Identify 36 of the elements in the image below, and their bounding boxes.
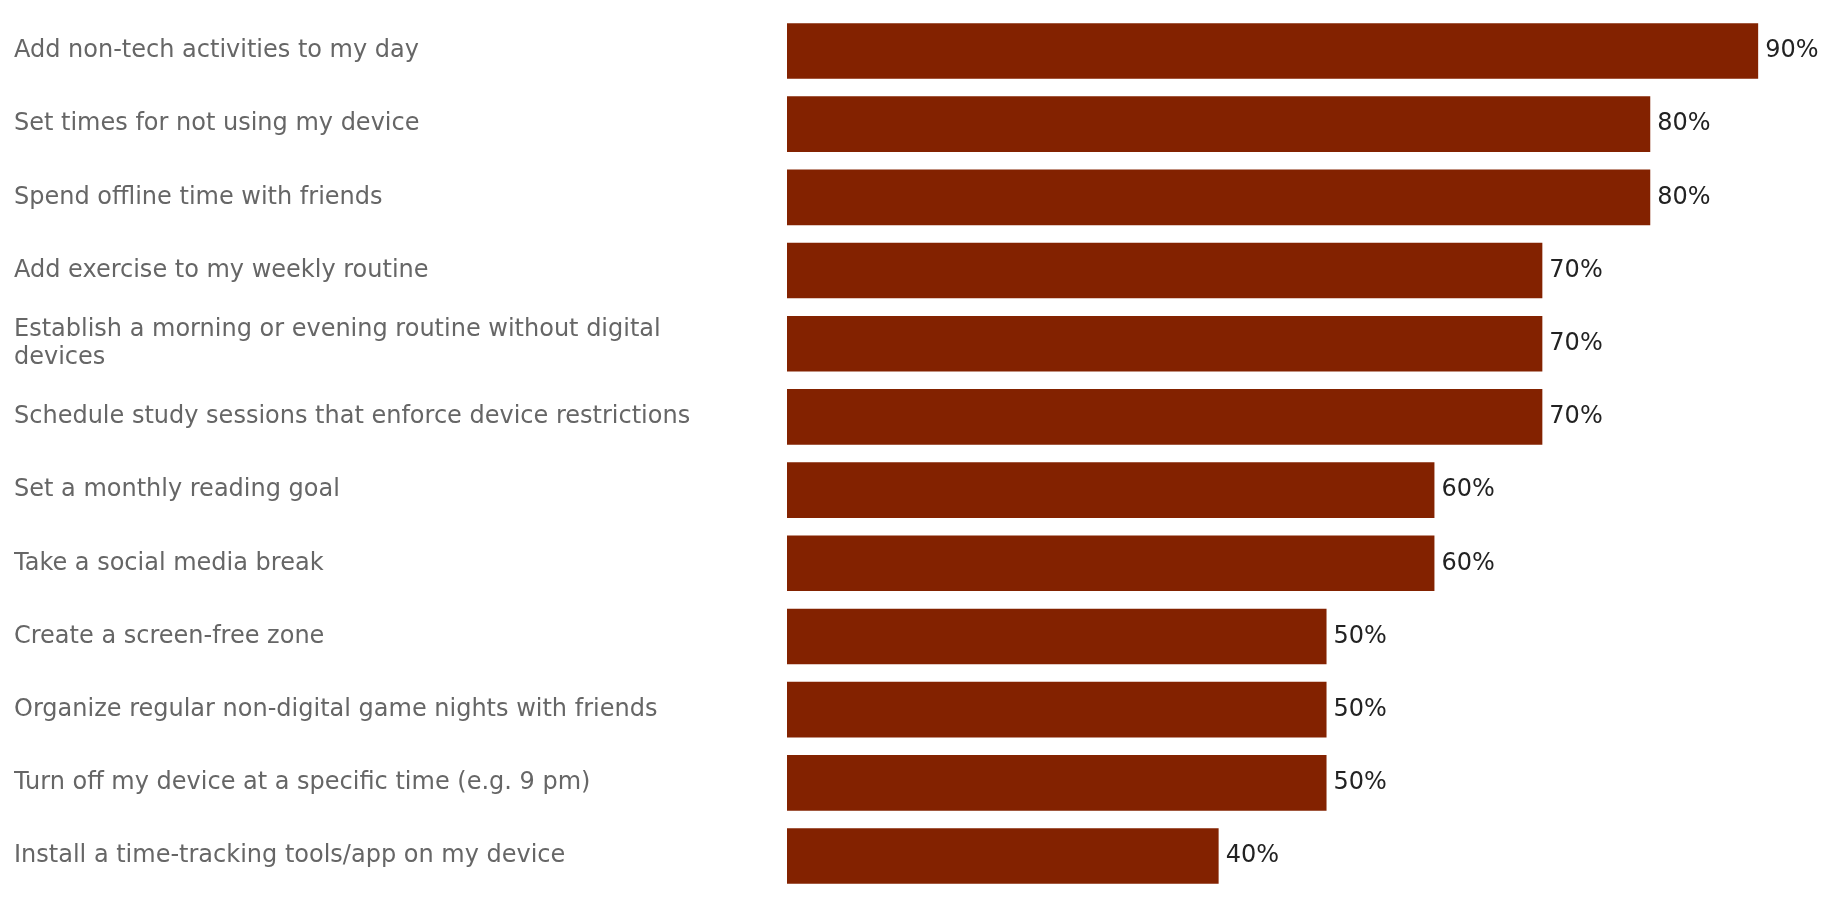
- bar: [787, 462, 1435, 518]
- data-label: 50%: [1333, 620, 1387, 649]
- y-tick-label: Organize regular non-digital game nights with friends: [14, 693, 658, 722]
- data-label: 70%: [1549, 401, 1603, 430]
- y-tick-label: Turn off my device at a specific time (e.g. 9 pm): [13, 767, 591, 796]
- y-tick-label: Set times for not using my device: [14, 108, 420, 137]
- data-label: 50%: [1333, 767, 1387, 796]
- data-label: 50%: [1333, 693, 1387, 722]
- data-label: 60%: [1441, 474, 1495, 503]
- data-label: 90%: [1765, 35, 1819, 64]
- bar: [787, 23, 1759, 79]
- y-tick-label: Establish a morning or evening routine without digital devices: [14, 313, 661, 371]
- bar: [787, 681, 1327, 738]
- bar: [787, 828, 1219, 884]
- data-label: 60%: [1441, 547, 1495, 576]
- data-label: 70%: [1549, 327, 1603, 356]
- y-tick-label: Install a time-tracking tools/app on my device: [14, 840, 566, 869]
- y-tick-label: Create a screen-free zone: [14, 620, 325, 649]
- y-tick-label: Add exercise to my weekly routine: [14, 254, 429, 283]
- bar: [787, 755, 1327, 811]
- bar: [787, 169, 1651, 226]
- data-label: 70%: [1549, 254, 1603, 283]
- y-tick-label: Take a social media break: [13, 547, 324, 576]
- bar: [787, 608, 1327, 665]
- data-label: 80%: [1657, 108, 1711, 137]
- y-tick-label: Spend offline time with friends: [14, 181, 383, 210]
- data-label: 40%: [1225, 840, 1279, 869]
- bar: [787, 242, 1543, 299]
- bar: [787, 96, 1651, 152]
- y-tick-label: Set a monthly reading goal: [14, 474, 340, 503]
- bar: [787, 535, 1435, 592]
- y-tick-label: Schedule study sessions that enforce device restrictions: [14, 401, 691, 430]
- data-label: 80%: [1657, 181, 1711, 210]
- y-tick-label: Add non-tech activities to my day: [14, 35, 419, 64]
- bar: [787, 389, 1543, 445]
- bar: [787, 315, 1543, 372]
